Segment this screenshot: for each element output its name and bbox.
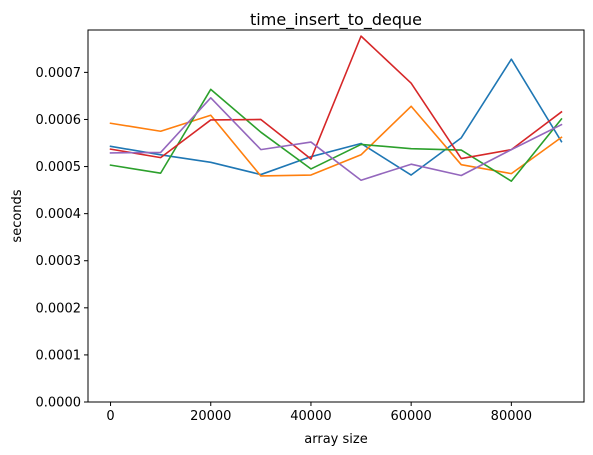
chart-title: time_insert_to_deque bbox=[250, 10, 422, 30]
x-axis-label: array size bbox=[304, 432, 367, 447]
series-line-1 bbox=[109, 58, 563, 176]
x-tick-label: 0 bbox=[106, 409, 114, 424]
y-tick-label: 0.0000 bbox=[36, 396, 82, 411]
x-tick-label: 40000 bbox=[290, 409, 331, 424]
y-tick-label: 0.0001 bbox=[36, 348, 82, 363]
x-axis-ticks: 0 20000 40000 60000 80000 bbox=[106, 402, 532, 424]
x-tick-label: 80000 bbox=[491, 409, 532, 424]
series-line-2 bbox=[109, 105, 563, 177]
y-tick-label: 0.0004 bbox=[36, 207, 82, 222]
y-axis-ticks: 0.0000 0.0001 0.0002 0.0003 0.0004 0.0005 0.00… bbox=[36, 66, 88, 411]
y-tick-label: 0.0003 bbox=[36, 254, 82, 269]
plot-frame bbox=[87, 29, 585, 403]
x-tick-label: 20000 bbox=[190, 409, 231, 424]
series-line-5 bbox=[109, 97, 563, 182]
plot-series-group bbox=[109, 35, 563, 182]
series-line-4 bbox=[109, 35, 563, 160]
y-tick-label: 0.0006 bbox=[36, 113, 82, 128]
y-axis-label: seconds bbox=[10, 189, 25, 242]
y-tick-label: 0.0005 bbox=[36, 160, 82, 175]
x-tick-label: 60000 bbox=[390, 409, 431, 424]
series-line-3 bbox=[109, 88, 563, 182]
y-tick-label: 0.0007 bbox=[36, 66, 82, 81]
y-tick-label: 0.0002 bbox=[36, 301, 82, 316]
